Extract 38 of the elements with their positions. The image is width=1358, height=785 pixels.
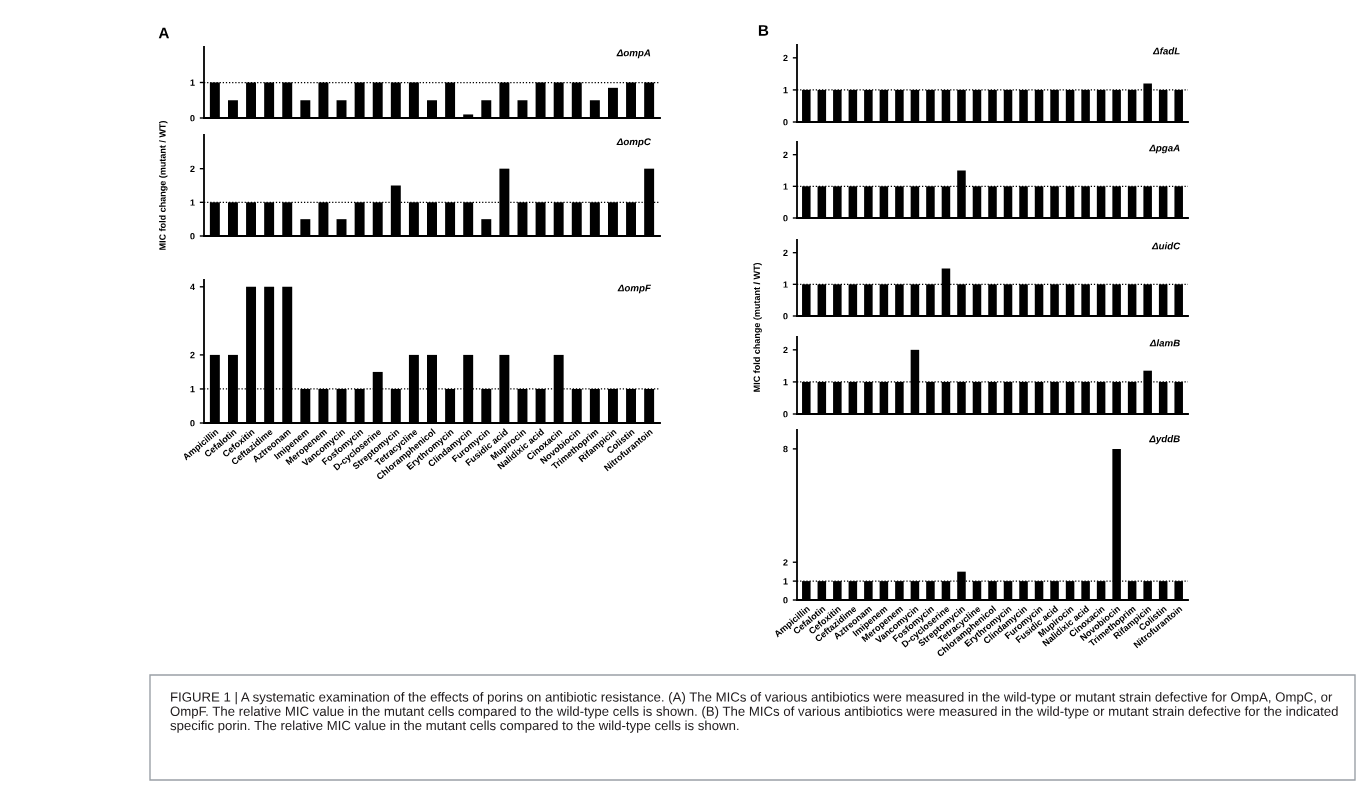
y-tick-label: 0 [190, 114, 195, 122]
chart-title: ΔpgaA [1149, 144, 1180, 154]
y-tick-label: 1 [190, 79, 195, 86]
chart-title: ΔyddB [1149, 435, 1180, 445]
y-tick-label: 0 [783, 118, 788, 126]
chart-title: ΔompC [616, 138, 651, 148]
y-tick-label: 0 [783, 410, 788, 418]
y-tick-label: 2 [783, 151, 788, 158]
chart-title: ΔompA [616, 49, 651, 59]
y-tick-label: 1 [190, 199, 195, 206]
y-tick-label: 0 [190, 232, 195, 240]
y-tick-label: 1 [783, 378, 788, 386]
y-tick-label: 2 [190, 351, 195, 359]
y-tick-label: 2 [783, 54, 788, 62]
y-tick-label: 8 [783, 445, 788, 453]
y-tick-label: 2 [783, 249, 788, 256]
y-tick-label: 4 [190, 283, 195, 291]
y-axis-title: MIC fold change (mutant / WT) [159, 121, 168, 250]
y-tick-label: 0 [783, 596, 788, 604]
y-tick-label: 1 [783, 281, 788, 288]
y-tick-label: 2 [190, 165, 195, 172]
y-tick-label: 1 [783, 578, 788, 585]
y-axis-title: MIC fold change (mutant / WT) [753, 262, 762, 392]
chart-title: ΔuidC [1151, 242, 1181, 250]
y-tick-label: 2 [783, 346, 788, 354]
text: A [158, 27, 170, 39]
chart-title: ΔlamB [1149, 339, 1180, 347]
caption: FIGURE 1 | A systematic examination of the effects of porins on antibiotic resistance. (A) The MICs of various antibiotics were measured in the wild-type or mutant strain defective for OmpA, OmpC, or OmpF. The relative MIC value in the mutant cells compared to the wild-type cells is shown. (B) The MICs of various antibiotics were measured in the wild-type or mutant strain defective for the indicated specific porin. The relative MIC value in the mutant cells compared to the wild-type cells is shown. [170, 692, 1338, 733]
y-tick-label: 0 [783, 312, 788, 320]
chart-title: ΔfadL [1152, 47, 1180, 55]
y-tick-label: 0 [783, 214, 788, 222]
y-tick-label: 2 [783, 559, 788, 566]
y-tick-label: 1 [190, 386, 195, 393]
text: B [758, 25, 769, 36]
y-tick-label: 0 [190, 419, 195, 427]
y-tick-label: 1 [783, 86, 788, 94]
chart-title: ΔompF [617, 284, 652, 294]
y-tick-label: 1 [783, 183, 788, 190]
